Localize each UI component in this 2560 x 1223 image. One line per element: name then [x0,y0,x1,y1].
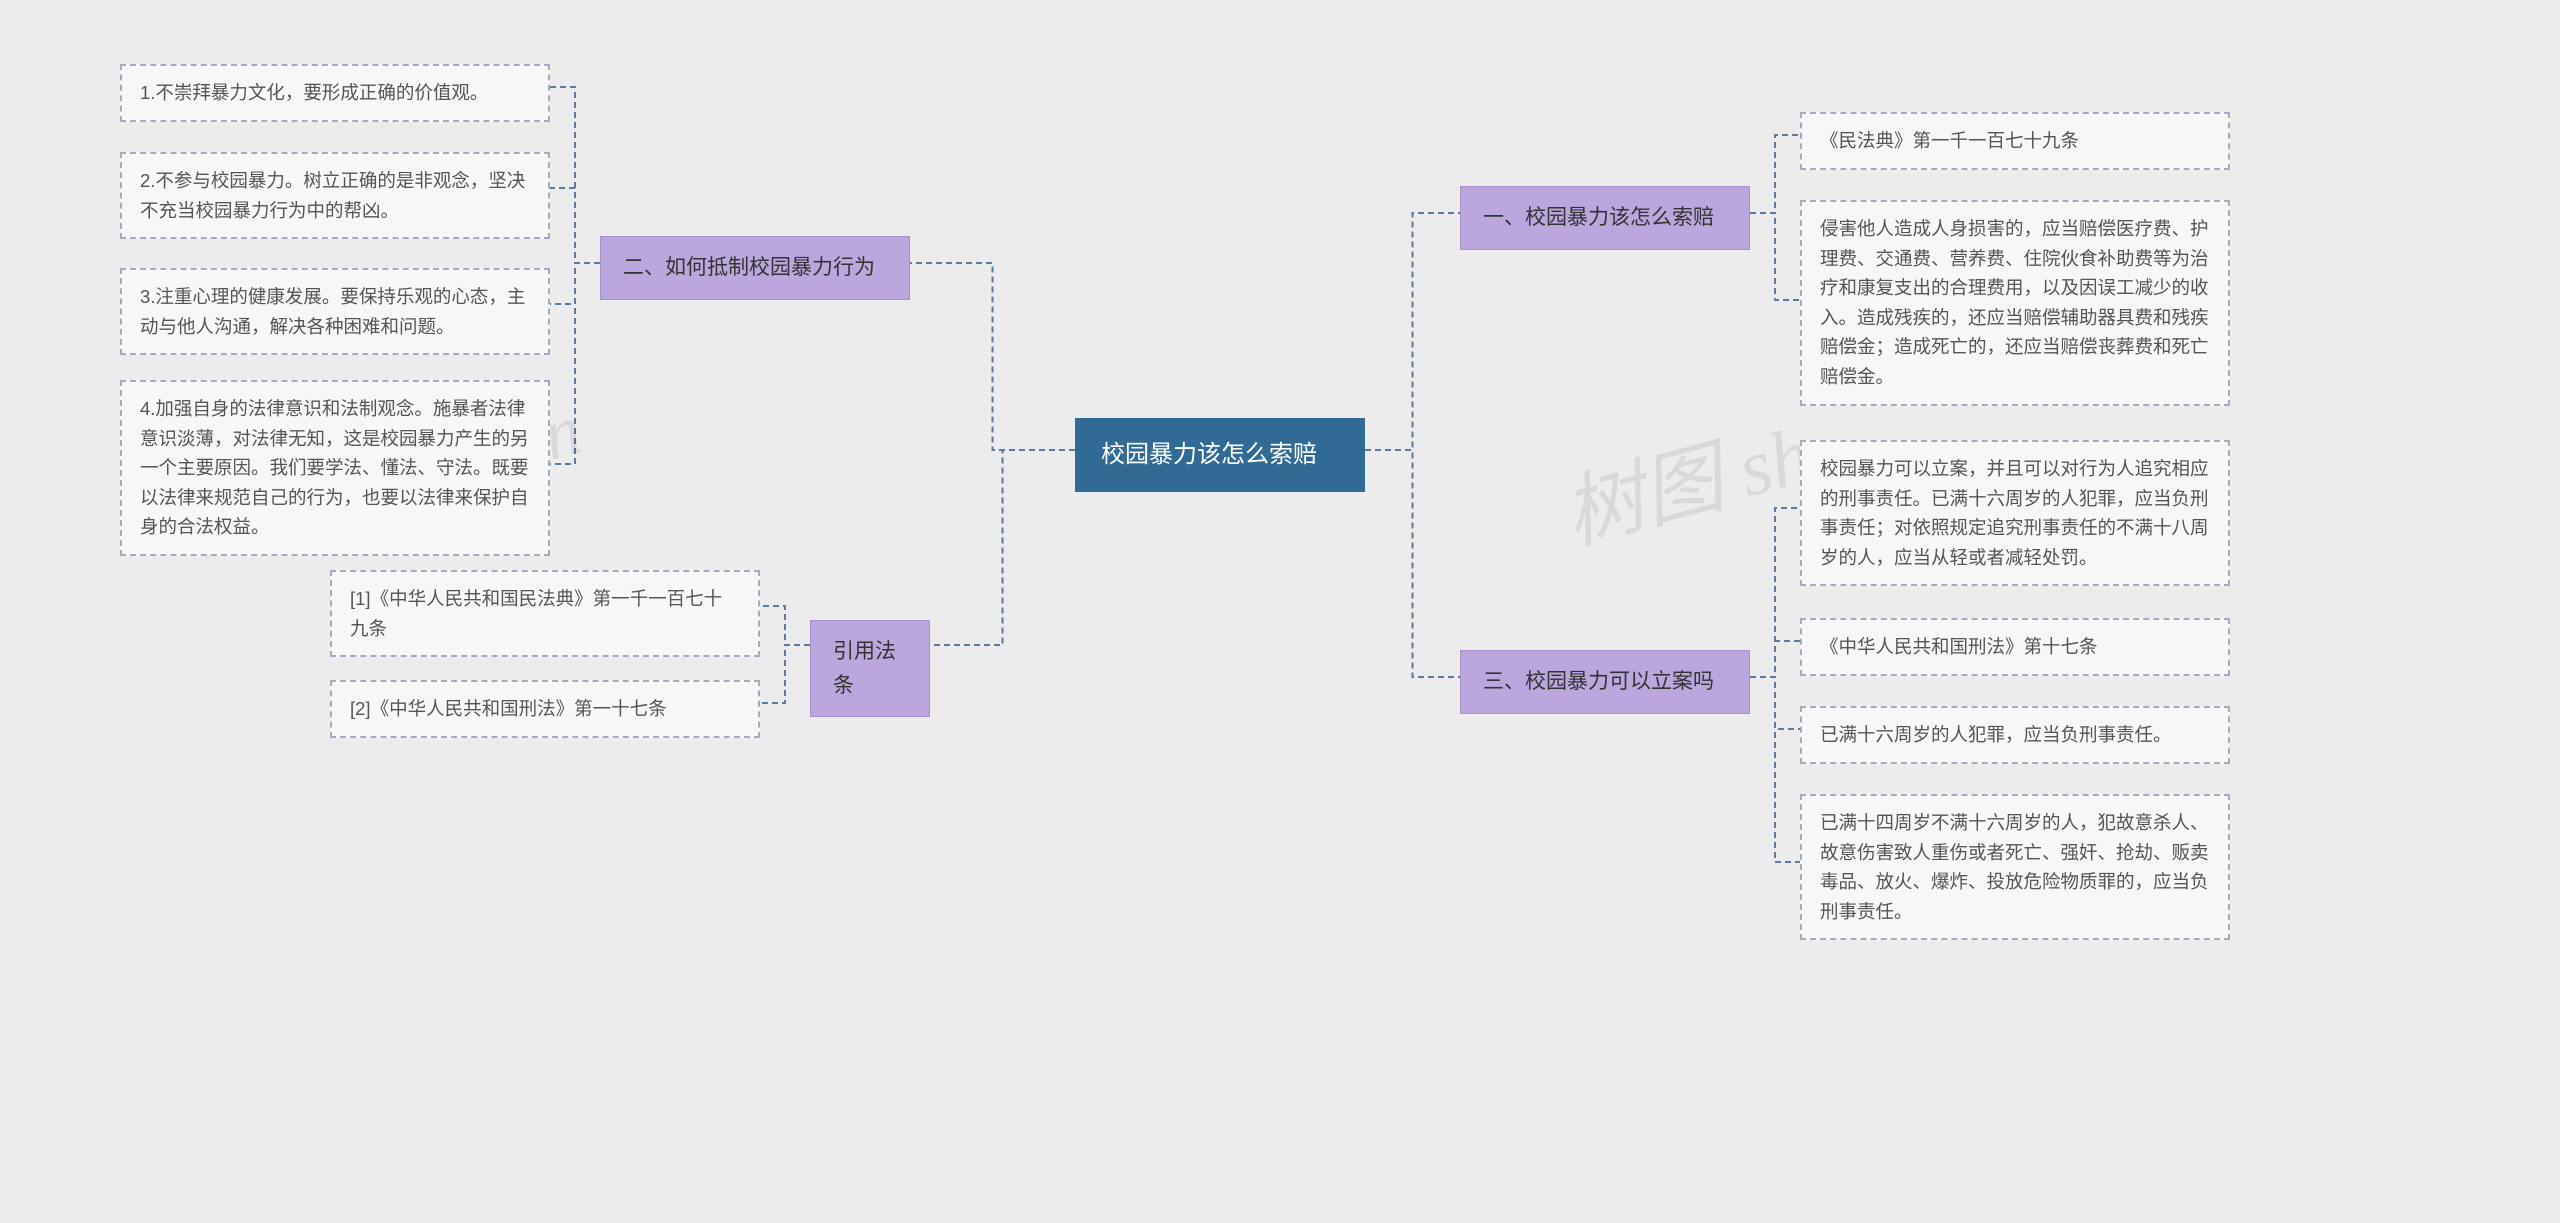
leaf-node: 1.不崇拜暴力文化，要形成正确的价值观。 [120,64,550,122]
leaf-node: [1]《中华人民共和国民法典》第一千一百七十九条 [330,570,760,657]
branch-node-b2: 二、如何抵制校园暴力行为 [600,236,910,300]
watermark: 树图 sh [1549,389,1822,566]
leaf-node: 2.不参与校园暴力。树立正确的是非观念，坚决不充当校园暴力行为中的帮凶。 [120,152,550,239]
leaf-node: 侵害他人造成人身损害的，应当赔偿医疗费、护理费、交通费、营养费、住院伙食补助费等… [1800,200,2230,406]
leaf-node: 已满十四周岁不满十六周岁的人，犯故意杀人、故意伤害致人重伤或者死亡、强奸、抢劫、… [1800,794,2230,940]
branch-node-b_cite: 引用法条 [810,620,930,717]
leaf-node: 《民法典》第一千一百七十九条 [1800,112,2230,170]
leaf-node: 3.注重心理的健康发展。要保持乐观的心态，主动与他人沟通，解决各种困难和问题。 [120,268,550,355]
branch-node-b1: 一、校园暴力该怎么索赔 [1460,186,1750,250]
leaf-node: 校园暴力可以立案，并且可以对行为人追究相应的刑事责任。已满十六周岁的人犯罪，应当… [1800,440,2230,586]
leaf-node: 4.加强自身的法律意识和法制观念。施暴者法律意识淡薄，对法律无知，这是校园暴力产… [120,380,550,556]
leaf-node: 《中华人民共和国刑法》第十七条 [1800,618,2230,676]
root-node: 校园暴力该怎么索赔 [1075,418,1365,492]
leaf-node: [2]《中华人民共和国刑法》第一十七条 [330,680,760,738]
branch-node-b3: 三、校园暴力可以立案吗 [1460,650,1750,714]
leaf-node: 已满十六周岁的人犯罪，应当负刑事责任。 [1800,706,2230,764]
